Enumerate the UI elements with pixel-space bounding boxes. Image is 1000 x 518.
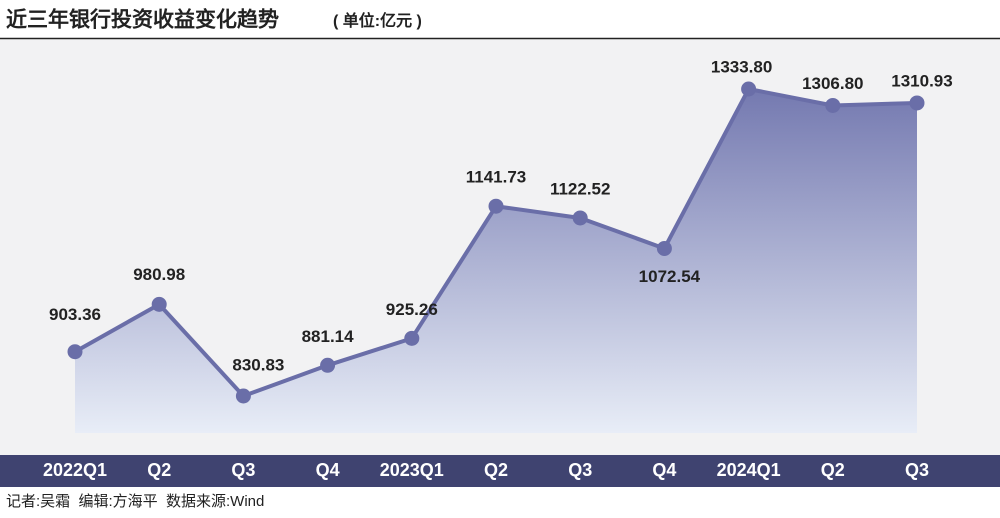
x-tick-label: 2023Q1: [380, 460, 444, 480]
point: [320, 357, 336, 373]
data-label: 980.98: [133, 265, 185, 284]
chart-title: 近三年银行投资收益变化趋势: [6, 8, 279, 32]
point: [67, 344, 83, 360]
category-band: [0, 455, 1000, 487]
data-label: 1141.73: [466, 168, 527, 187]
data-label: 1306.80: [802, 74, 863, 93]
point: [404, 330, 420, 346]
x-tick-label: 2024Q1: [717, 460, 781, 480]
point: [235, 388, 251, 404]
point: [656, 240, 672, 256]
data-label: 925.26: [386, 300, 438, 319]
data-label: 1122.52: [550, 179, 611, 198]
data-label: 1072.54: [639, 267, 701, 286]
point: [909, 95, 925, 111]
data-label: 903.36: [49, 305, 101, 324]
x-tick-label: Q2: [484, 460, 508, 480]
x-tick-label: 2022Q1: [43, 460, 107, 480]
point: [825, 97, 841, 113]
x-tick-label: Q4: [652, 460, 676, 480]
data-label: 830.83: [232, 355, 284, 374]
point: [572, 210, 588, 226]
point: [488, 198, 504, 214]
data-label: 1333.80: [711, 57, 772, 76]
area: [75, 89, 917, 433]
x-tick-label: Q2: [147, 460, 171, 480]
x-tick-label: Q3: [905, 460, 929, 480]
credits: 记者:吴霜 编辑:方海平 数据来源:Wind: [6, 493, 264, 510]
point: [741, 81, 757, 97]
x-tick-label: Q2: [821, 460, 845, 480]
data-label: 881.14: [302, 327, 355, 346]
x-tick-label: Q3: [231, 460, 255, 480]
x-tick-label: Q4: [316, 460, 340, 480]
chart-subtitle: ( 单位:亿元 ): [333, 11, 422, 30]
x-tick-label: Q3: [568, 460, 592, 480]
data-label: 1310.93: [891, 71, 952, 90]
point: [151, 296, 167, 312]
